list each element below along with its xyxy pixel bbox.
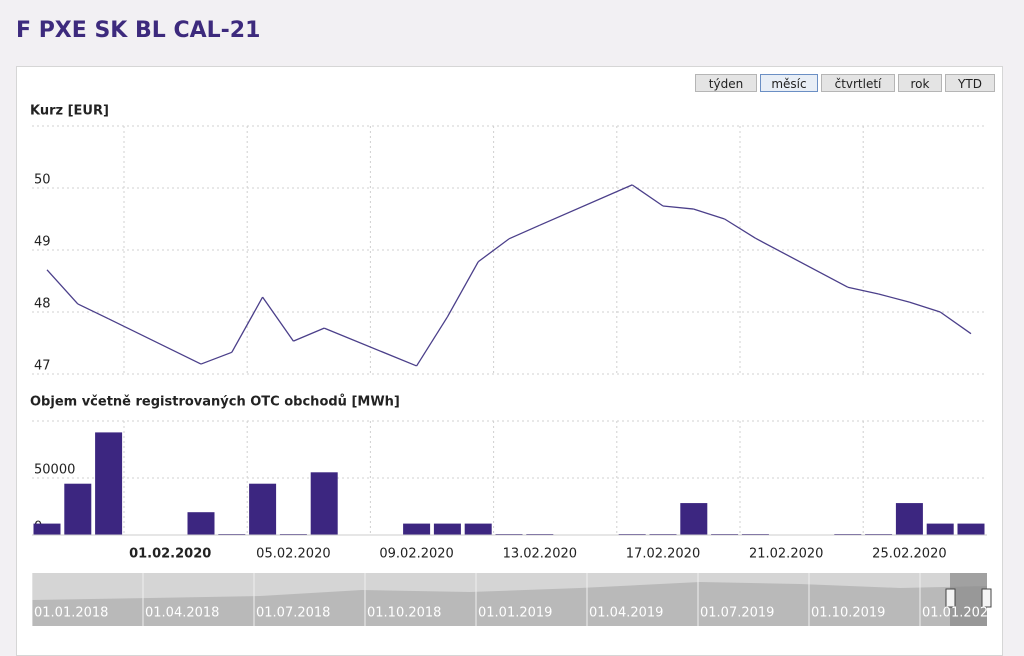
navigator-handle[interactable] — [945, 588, 956, 608]
navigator-labels: 01.01.2018 01.04.2018 01.07.2018 01.10.2018… — [32, 573, 996, 626]
price-line-segment — [755, 237, 849, 288]
x-tick-label: 13.02.2020 — [503, 547, 577, 562]
volume-bar — [249, 483, 277, 535]
navigator-label: 01.10.2019 — [811, 606, 885, 621]
x-tick-label: 21.02.2020 — [749, 547, 823, 562]
price-line-segment — [77, 303, 109, 320]
navigator-label: 01.01.2020 — [922, 606, 996, 621]
price-line-segment — [200, 351, 233, 365]
navigator-area — [32, 582, 987, 626]
volume-bar — [64, 483, 92, 535]
price-line-segment — [231, 296, 264, 353]
price-line-segment — [539, 184, 633, 226]
price-line-segment — [909, 301, 941, 313]
volume-bar — [310, 472, 338, 535]
price-title: Kurz [EUR] — [30, 104, 109, 119]
range-button[interactable]: čtvrtletí — [821, 74, 895, 92]
volume-bar — [680, 503, 708, 535]
navigator-label: 01.10.2018 — [367, 606, 441, 621]
navigator-handle[interactable] — [981, 588, 992, 608]
volume-bar — [957, 523, 985, 535]
y-tick-label: 48 — [34, 297, 51, 312]
price-line-segment — [108, 318, 202, 365]
volume-bar — [403, 523, 431, 535]
range-button[interactable]: YTD — [945, 74, 995, 92]
y-tick-label: 49 — [34, 235, 51, 250]
price-line-segment — [631, 184, 664, 207]
y-tick-label: 47 — [34, 359, 51, 374]
volume-bar — [464, 523, 492, 535]
volume-bar — [95, 432, 123, 535]
volume-bar — [895, 503, 923, 535]
navigator-selection[interactable] — [950, 573, 987, 626]
page-title: F PXE SK BL CAL-21 — [16, 18, 261, 43]
navigator-label: 01.04.2018 — [145, 606, 219, 621]
navigator-label: 01.07.2018 — [256, 606, 330, 621]
price-line-segment — [446, 261, 479, 318]
volume-title: Objem včetně registrovaných OTC obchodů … — [30, 395, 400, 410]
x-tick-label: 25.02.2020 — [872, 547, 946, 562]
price-line-segment — [477, 238, 510, 263]
x-tick-label: 09.02.2020 — [379, 547, 453, 562]
price-line-segment — [46, 269, 79, 305]
price-line-segment — [847, 286, 879, 295]
x-tick-label: 05.02.2020 — [256, 547, 330, 562]
price-line-segment — [323, 327, 417, 367]
y-tick-label: 50 — [34, 173, 51, 188]
x-tick-label: 17.02.2020 — [626, 547, 700, 562]
volume-bar — [33, 523, 61, 535]
price-line-segment — [939, 311, 972, 335]
navigator-label: 01.07.2019 — [700, 606, 774, 621]
panel — [16, 66, 1003, 656]
price-line-segment — [508, 224, 541, 240]
price-line-segment — [416, 316, 448, 367]
navigator-label: 01.01.2019 — [478, 606, 552, 621]
range-button[interactable]: týden — [695, 74, 757, 92]
volume-bar — [926, 523, 954, 535]
price-line-segment — [293, 327, 325, 342]
price-line-segment — [724, 218, 756, 239]
price-line-segment — [262, 296, 294, 342]
volume-bar — [187, 512, 215, 535]
navigator-label: 01.04.2019 — [589, 606, 663, 621]
volume-bar — [433, 523, 461, 535]
range-button[interactable]: rok — [898, 74, 942, 92]
price-line-segment — [878, 293, 910, 303]
price-line-segment — [662, 205, 694, 210]
price-line-segment — [693, 208, 725, 220]
x-tick-label: 01.02.2020 — [129, 547, 211, 562]
y-tick-label: 50000 — [34, 463, 75, 478]
range-button[interactable]: měsíc — [760, 74, 818, 92]
navigator-label: 01.01.2018 — [34, 606, 108, 621]
